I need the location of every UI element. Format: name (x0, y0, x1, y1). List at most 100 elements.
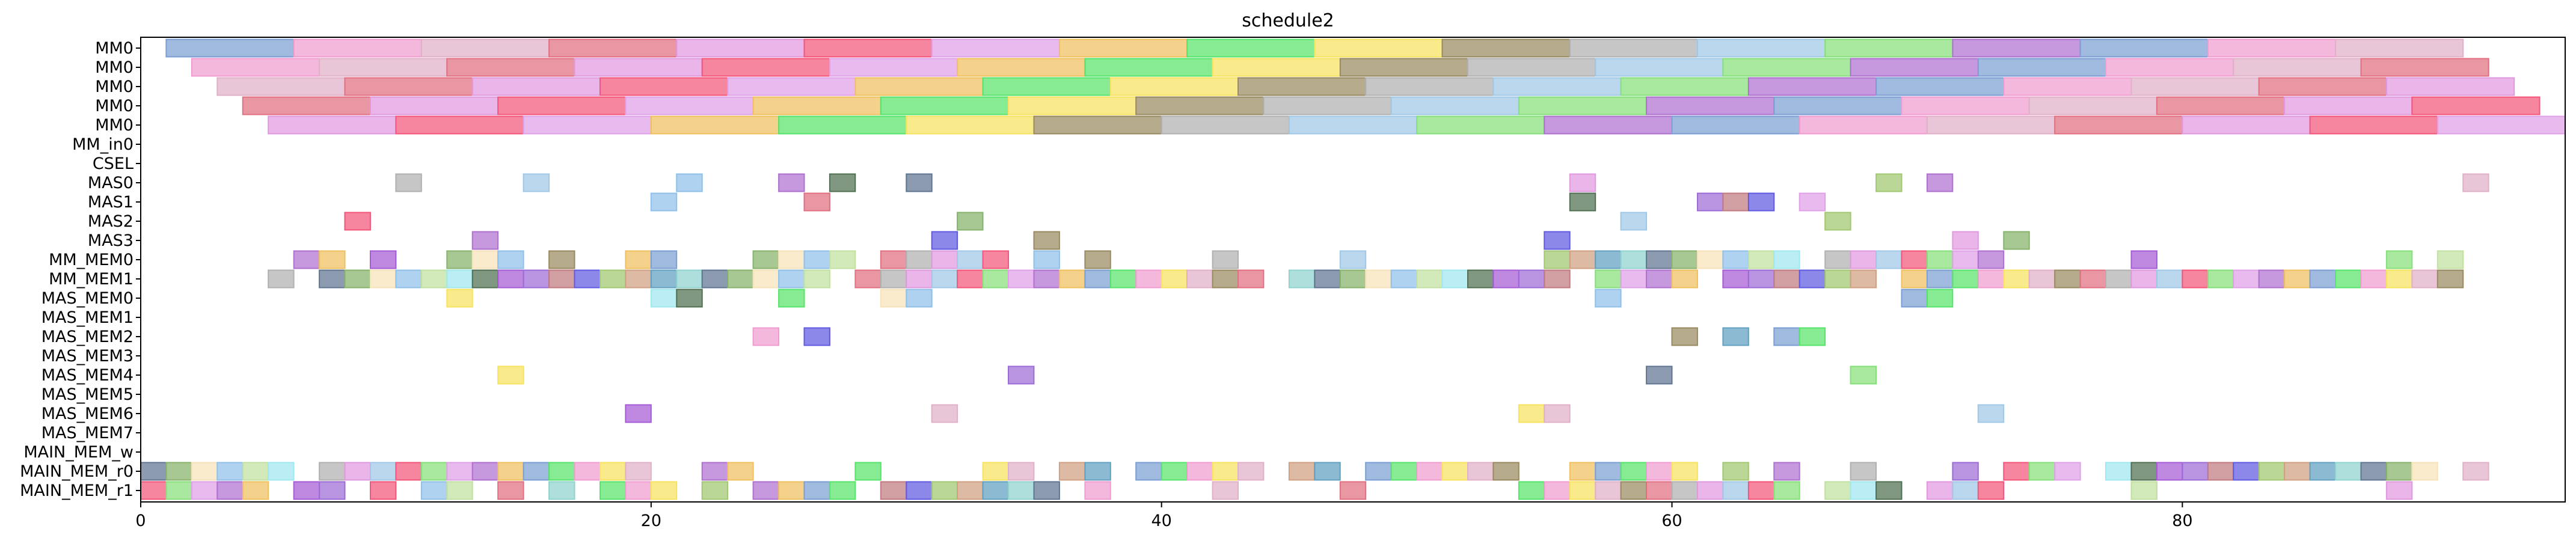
task-bar (1212, 58, 1341, 77)
task-bar (2411, 462, 2438, 481)
task-bar (395, 115, 524, 135)
task-bar (1977, 250, 2005, 269)
task-bar (1109, 77, 1239, 96)
task-bar (1544, 269, 1571, 289)
task-bar (650, 481, 678, 500)
task-bar (2385, 462, 2413, 481)
y-tick-label: MAS3 (88, 231, 133, 250)
task-bar (650, 250, 678, 269)
task-bar (906, 269, 933, 289)
task-bar (1773, 327, 1800, 346)
task-bar (650, 289, 678, 308)
task-bar (319, 269, 346, 289)
task-bar (906, 481, 933, 500)
y-tick-label: MAS1 (88, 193, 133, 212)
task-bar (2233, 462, 2260, 481)
task-bar (1084, 462, 1111, 481)
task-bar (1339, 58, 1469, 77)
task-bar (420, 38, 550, 58)
task-bar (1212, 269, 1239, 289)
task-bar (1697, 38, 1826, 58)
task-bar (370, 462, 397, 481)
task-bar (2156, 96, 2286, 115)
task-bar (1186, 38, 1316, 58)
task-bar (293, 481, 320, 500)
task-bar (625, 462, 652, 481)
y-tick-label: MAS2 (88, 212, 133, 231)
y-axis-labels: MM0MM0MM0MM0MM0MM_in0CSELMAS0MAS1MAS2MAS… (20, 39, 141, 500)
task-bar (293, 250, 320, 269)
task-bar (906, 173, 933, 192)
task-bar (1008, 96, 1137, 115)
y-tick-label: MAS_MEM5 (41, 385, 133, 404)
task-bar (1952, 250, 1979, 269)
task-bar (1084, 481, 1111, 500)
task-bar (471, 231, 499, 250)
task-bar (1518, 269, 1545, 289)
task-bar (1008, 462, 1035, 481)
task-bar (1467, 462, 1494, 481)
task-bar (2284, 269, 2311, 289)
task-bar (1441, 38, 1571, 58)
task-bar (1697, 250, 1724, 269)
task-bar (906, 250, 933, 269)
task-bar (1901, 269, 1928, 289)
task-bar (931, 269, 958, 289)
task-bar (1977, 58, 2107, 77)
task-bar (1416, 462, 1443, 481)
task-bar (803, 327, 830, 346)
task-bar (216, 77, 346, 96)
task-bar (1824, 481, 1851, 500)
task-bar (420, 462, 448, 481)
task-bar (778, 250, 805, 269)
task-bar (1135, 96, 1265, 115)
task-bar (1314, 269, 1341, 289)
task-bar (1569, 462, 1596, 481)
task-bar (906, 115, 1035, 135)
task-bar (1875, 481, 1903, 500)
task-bar (446, 462, 473, 481)
task-bar (574, 269, 601, 289)
task-bar (2436, 115, 2566, 135)
task-bar (1288, 462, 1316, 481)
task-bar (2233, 269, 2260, 289)
task-bar (1671, 481, 1698, 500)
task-bar (344, 77, 473, 96)
task-bar (1952, 38, 2081, 58)
task-bar (370, 250, 397, 269)
task-bar (548, 38, 678, 58)
task-bar (1339, 269, 1367, 289)
task-bar (2411, 269, 2438, 289)
task-bar (2130, 250, 2157, 269)
task-bar (370, 96, 499, 115)
task-bar (752, 250, 779, 269)
task-bar (1875, 77, 2005, 96)
task-bar (548, 250, 575, 269)
task-bar (1186, 462, 1213, 481)
task-bar (1824, 250, 1851, 269)
task-bar (1161, 115, 1290, 135)
task-bar (625, 250, 652, 269)
task-bar (2284, 462, 2311, 481)
task-bar (957, 58, 1086, 77)
task-bar (880, 269, 907, 289)
task-bar (625, 481, 652, 500)
task-bar (1977, 404, 2005, 423)
task-bar (1084, 250, 1111, 269)
task-bar (1722, 269, 1749, 289)
task-bar (1595, 250, 1622, 269)
task-bar (216, 462, 244, 481)
task-bar (752, 327, 779, 346)
task-bar (1390, 462, 1418, 481)
task-bar (420, 269, 448, 289)
y-tick-label: MAS_MEM7 (41, 424, 133, 442)
task-bar (1646, 269, 1673, 289)
y-tick-label: MAS0 (88, 174, 133, 192)
task-bar (1824, 212, 1851, 231)
task-bar (982, 77, 1111, 96)
task-bar (2207, 462, 2234, 481)
task-bar (2385, 250, 2413, 269)
task-bar (1237, 462, 1265, 481)
task-bar (2335, 38, 2464, 58)
task-bar (2462, 462, 2489, 481)
